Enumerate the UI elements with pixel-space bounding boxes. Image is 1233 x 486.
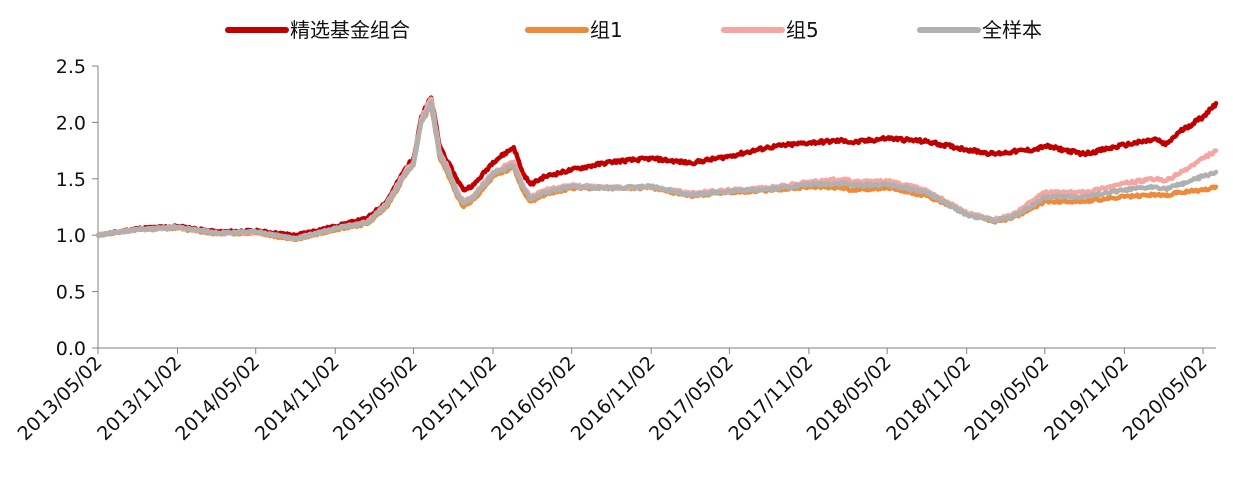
x-tick-label: 2016/05/02 [487, 352, 580, 445]
series-line-2 [95, 102, 1219, 243]
y-tick-label: 0.0 [56, 338, 86, 360]
x-tick-label: 2015/05/02 [329, 352, 422, 445]
y-tick-label: 1.0 [56, 225, 86, 247]
series-line-1 [95, 95, 1219, 238]
y-tick-label: 0.5 [56, 282, 86, 304]
legend-label-1: 精选基金组合 [290, 18, 410, 42]
x-tick-label: 2017/05/02 [645, 352, 738, 445]
series-line-4 [95, 99, 1219, 242]
series-layer [95, 95, 1219, 243]
x-tick-label: 2020/05/02 [1119, 352, 1212, 445]
legend-label-4: 全样本 [982, 18, 1042, 42]
y-tick-label: 2.5 [56, 56, 86, 78]
y-tick-label: 2.0 [56, 112, 86, 134]
x-tick-label: 2019/05/02 [960, 352, 1053, 445]
legend-label-2: 组1 [590, 18, 623, 42]
series-line-3 [95, 96, 1219, 242]
y-tick-label: 1.5 [56, 169, 86, 191]
axes: 0.00.51.01.52.02.52013/05/022013/11/0220… [14, 56, 1216, 445]
x-tick-label: 2013/05/02 [14, 352, 107, 445]
x-tick-label: 2014/05/02 [171, 352, 264, 445]
x-tick-label: 2018/05/02 [803, 352, 896, 445]
legend-label-3: 组5 [786, 18, 819, 42]
legend: 精选基金组合 组1 组5 全样本 [225, 18, 1042, 42]
